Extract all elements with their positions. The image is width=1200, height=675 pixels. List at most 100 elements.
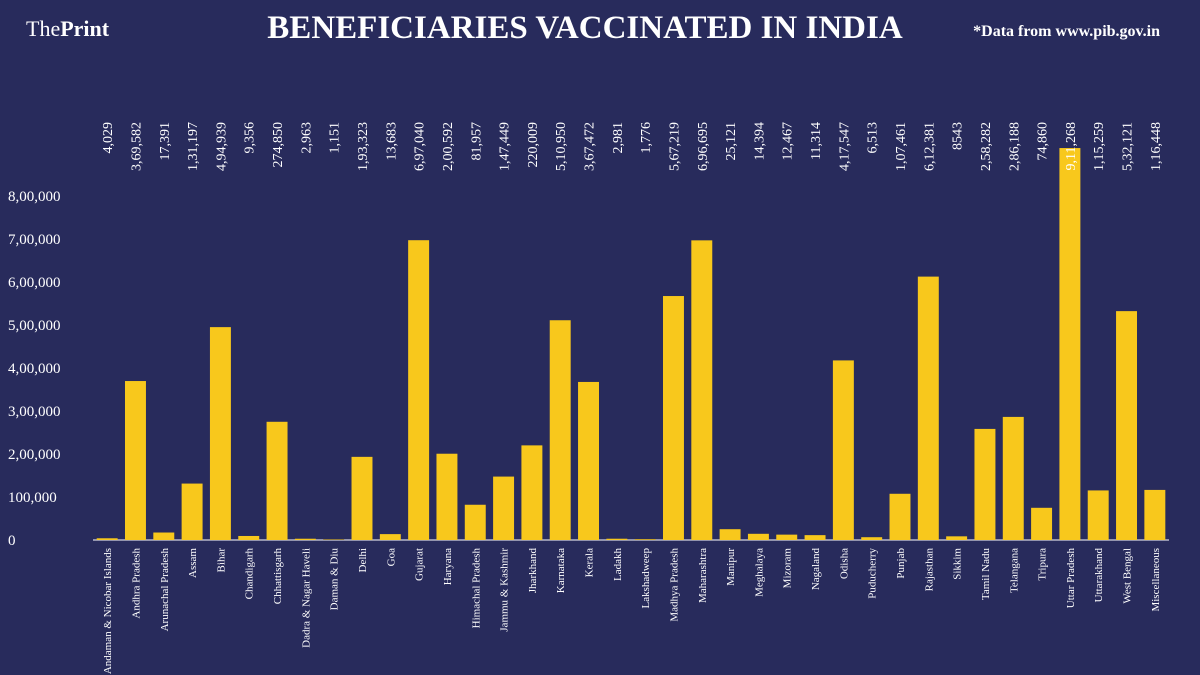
value-label: 6,97,040 [413,122,428,171]
value-label: 1,776 [639,122,654,154]
bar [379,534,401,540]
x-tick-label: Karnataka [555,548,567,593]
x-tick-label: Nagaland [810,548,822,591]
bar [351,456,373,540]
value-label: 5,67,219 [667,122,682,171]
x-tick-label: Arunachal Pradesh [159,548,171,632]
x-tick-label: Haryana [442,548,454,585]
brand: ThePrint [26,16,110,41]
x-tick-label: Telangana [1008,548,1020,593]
value-label: 1,47,449 [498,122,513,171]
y-tick-label: 8,00,000 [8,189,61,205]
value-label: 5,10,950 [554,122,569,171]
value-label: 3,69,582 [129,122,144,171]
value-label: 74,860 [1036,122,1051,161]
value-label: 9,356 [243,122,258,154]
value-label: 1,07,461 [894,122,909,171]
value-label: 13,683 [384,122,399,161]
brand-name: Print [60,16,110,41]
bar [662,296,684,540]
bar [96,538,118,540]
x-tick-label: Bihar [215,548,227,573]
x-tick-label: Assam [187,548,199,578]
bar [124,381,146,540]
bar [181,483,203,540]
x-tick-label: Meghalaya [753,548,765,597]
bar [153,532,175,540]
bar [578,381,600,540]
value-label: 1,16,448 [1149,122,1164,171]
x-tick-label: Dadra & Nagar Haveli [300,548,312,648]
x-tick-label: Daman & Diu [329,548,341,611]
x-tick-label: West Bengal [1122,548,1134,604]
value-label: 6,12,381 [922,122,937,171]
value-label: 2,00,592 [441,122,456,171]
value-label: 2,58,282 [979,122,994,171]
value-label: 12,467 [781,122,796,161]
bar [209,327,231,540]
bar [606,538,628,540]
x-tick-label: Chandigarh [244,548,256,600]
bar [408,240,430,540]
bar [1144,489,1166,540]
value-label: 2,981 [611,122,626,154]
bar [861,537,883,540]
bar [1059,148,1081,541]
bar [917,276,939,540]
value-label: 6,513 [866,122,881,154]
value-label: 5,32,121 [1121,122,1136,171]
value-label: 25,121 [724,122,739,161]
bar [634,539,656,540]
y-tick-label: 5,00,000 [8,318,61,334]
x-tick-label: Manipur [725,548,737,586]
value-label: 14,394 [752,122,767,161]
bar [804,535,826,540]
x-tick-label: Madhya Pradesh [668,548,680,622]
value-label: 220,009 [526,122,541,168]
value-label: 17,391 [158,122,173,161]
bar [832,360,854,540]
x-tick-label: Ladakh [612,548,624,581]
x-tick-label: Sikkim [952,548,964,580]
x-tick-label: Gujarat [414,548,426,581]
value-label: 1,31,197 [186,122,201,171]
x-tick-label: Himachal Pradesh [470,548,482,629]
value-label: 9,11,268 [1064,122,1079,170]
y-tick-label: 2,00,000 [8,447,61,463]
bar [776,534,798,540]
x-tick-label: Odisha [838,548,850,579]
x-tick-label: Maharashtra [697,548,709,603]
source: *Data from www.pib.gov.in [973,23,1160,40]
bar [719,529,741,540]
value-label: 81,957 [469,122,484,161]
bar [1031,507,1053,540]
chart-title: BENEFICIARIES VACCINATED IN INDIA [267,10,903,46]
x-tick-label: Delhi [357,548,369,572]
x-tick-label: Mizoram [782,548,794,589]
value-label: 8543 [951,122,966,150]
value-label: 274,850 [271,122,286,168]
y-tick-label: 4,00,000 [8,361,61,377]
bar [974,428,996,540]
bar [436,453,458,540]
value-label: 1,15,259 [1092,122,1107,171]
bar [946,536,968,540]
x-tick-label: Andhra Pradesh [130,548,142,619]
x-tick-label: Goa [385,548,397,566]
value-label: 1,151 [328,122,343,154]
x-tick-label: Kerala [584,548,596,577]
x-tick-label: Jharkhand [527,548,539,594]
x-tick-label: Rajasthan [923,548,935,592]
x-tick-label: Puducherry [867,548,879,599]
bar [493,476,515,540]
x-tick-label: Chhattisgarh [272,548,284,605]
bar [266,421,288,540]
x-tick-label: Andaman & Nicobar Islands [102,548,114,674]
value-label: 6,96,695 [696,122,711,171]
value-label: 4,94,939 [214,122,229,171]
bar [1087,490,1109,540]
x-tick-label: Uttarakhand [1093,548,1105,603]
x-tick-label: Jammu & Kashmir [499,548,511,632]
x-tick-label: Lakshadweep [640,548,652,609]
